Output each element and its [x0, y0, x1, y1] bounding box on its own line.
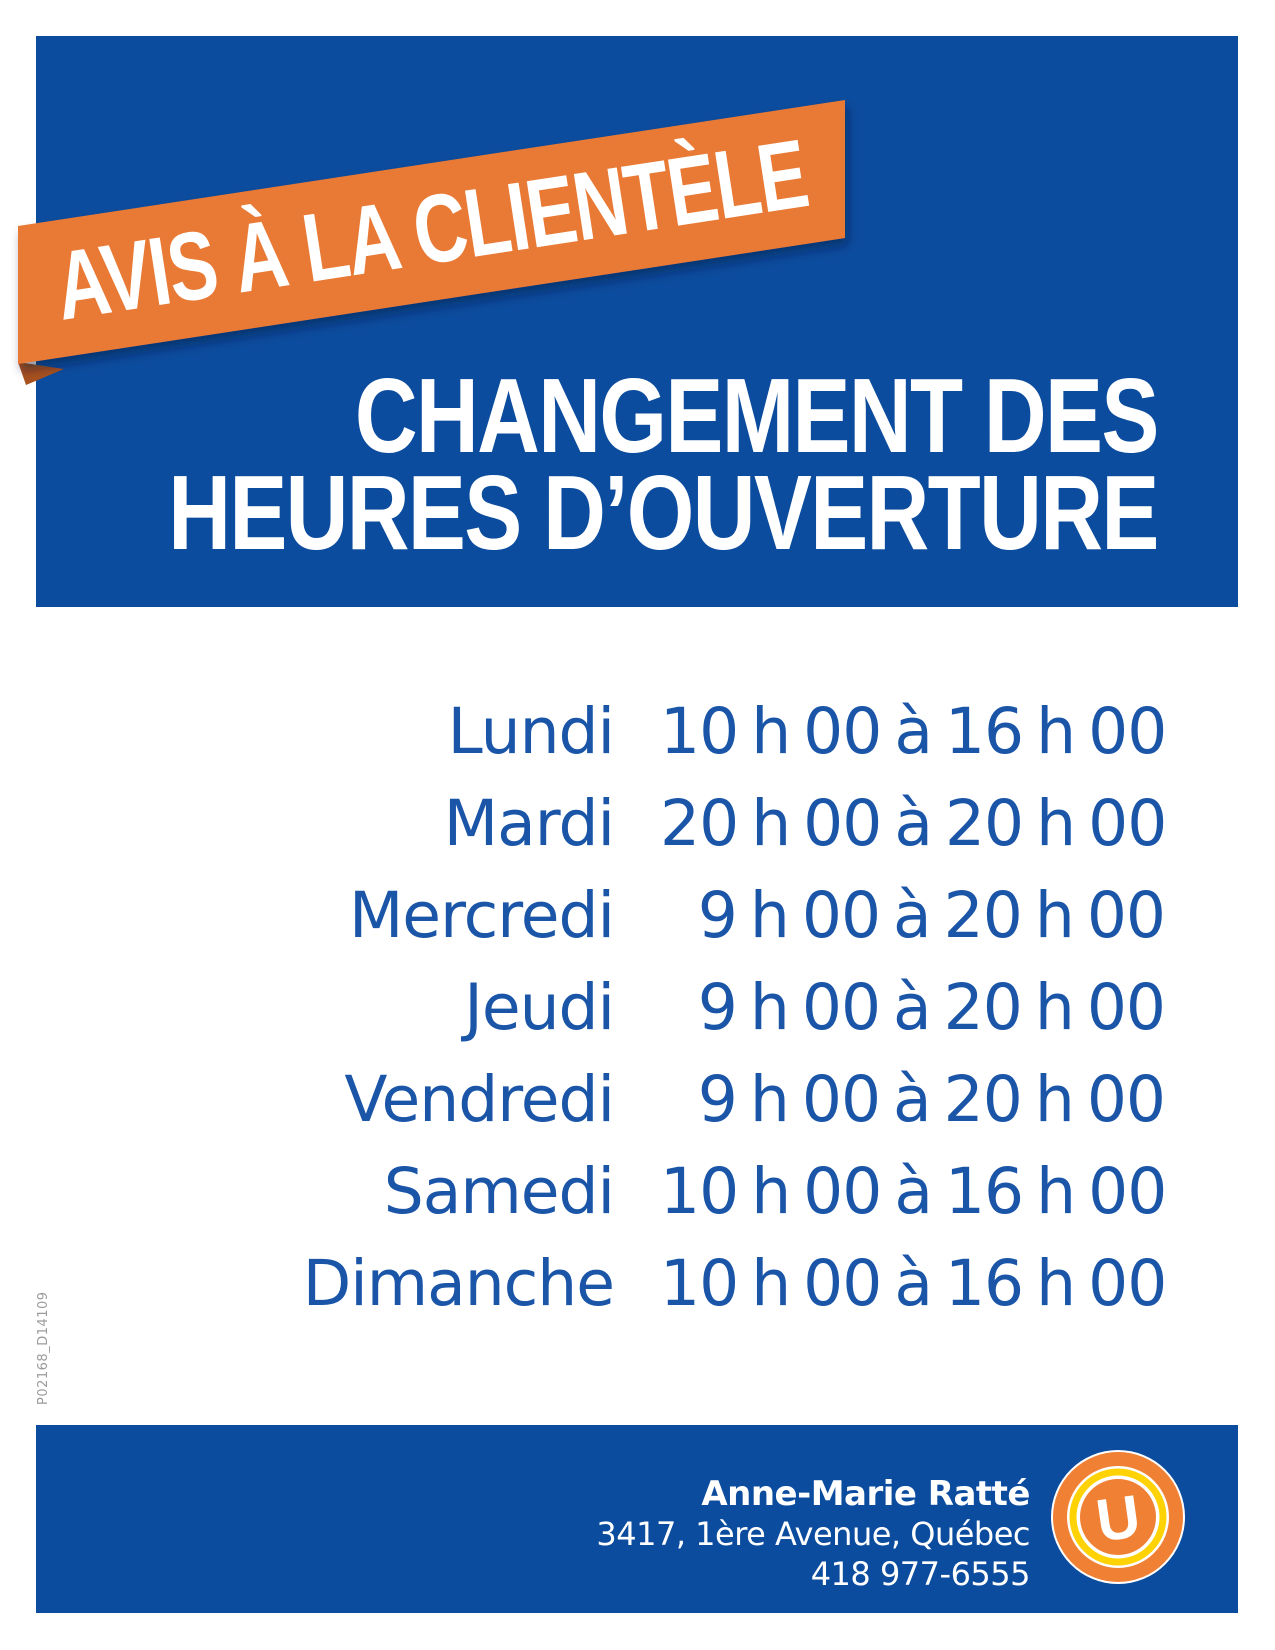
day-label: Samedi — [383, 1155, 615, 1228]
logo-orange-ring — [1053, 1452, 1183, 1582]
schedule-row: Vendredi 9 h 00 à 20 h 00 — [160, 1054, 1166, 1146]
day-label: Lundi — [447, 695, 615, 768]
day-label: Dimanche — [302, 1247, 615, 1320]
hours-value: 9 h 00 à 20 h 00 — [697, 879, 1166, 952]
schedule-row: Mercredi 9 h 00 à 20 h 00 — [160, 870, 1166, 962]
hours-value: 20 h 00 à 20 h 00 — [660, 787, 1167, 860]
schedule-row: Mardi 20 h 00 à 20 h 00 — [160, 778, 1168, 870]
schedule: Lundi 10 h 00 à 16 h 00 Mardi 20 h 00 à … — [160, 686, 1168, 1330]
schedule-row: Samedi 10 h 00 à 16 h 00 — [160, 1146, 1168, 1238]
store-logo: U — [1051, 1450, 1185, 1584]
schedule-row: Dimanche 10 h 00 à 16 h 00 — [160, 1238, 1168, 1330]
hours-value: 10 h 00 à 16 h 00 — [660, 695, 1167, 768]
hours-value: 9 h 00 à 20 h 00 — [697, 971, 1166, 1044]
hours-value: 9 h 00 à 20 h 00 — [697, 1063, 1166, 1136]
logo-yellow-ring — [1069, 1468, 1167, 1566]
footer-band — [36, 1425, 1238, 1613]
hours-value: 10 h 00 à 16 h 00 — [660, 1155, 1167, 1228]
title-line-1: CHANGEMENT DES — [355, 357, 1159, 475]
hours-value: 10 h 00 à 16 h 00 — [660, 1247, 1167, 1320]
day-label: Vendredi — [344, 1063, 615, 1136]
logo-letter: U — [1092, 1482, 1144, 1554]
day-label: Jeudi — [464, 971, 615, 1044]
title-line-2: HEURES D’OUVERTURE — [168, 454, 1159, 572]
contact-address: 3417, 1ère Avenue, Québec — [596, 1515, 1030, 1553]
contact-phone: 418 977-6555 — [810, 1555, 1031, 1593]
day-label: Mercredi — [348, 879, 615, 952]
side-code: P02168_D14109 — [36, 1291, 51, 1405]
day-label: Mardi — [443, 787, 615, 860]
logo-center-disc — [1080, 1479, 1156, 1555]
contact-name: Anne-Marie Ratté — [701, 1474, 1030, 1514]
schedule-row: Lundi 10 h 00 à 16 h 00 — [160, 686, 1168, 778]
contact-block: Anne-Marie Ratté 3417, 1ère Avenue, Québ… — [596, 1474, 1030, 1594]
schedule-row: Jeudi 9 h 00 à 20 h 00 — [160, 962, 1166, 1054]
page-title: CHANGEMENT DES HEURES D’OUVERTURE — [168, 357, 1159, 572]
